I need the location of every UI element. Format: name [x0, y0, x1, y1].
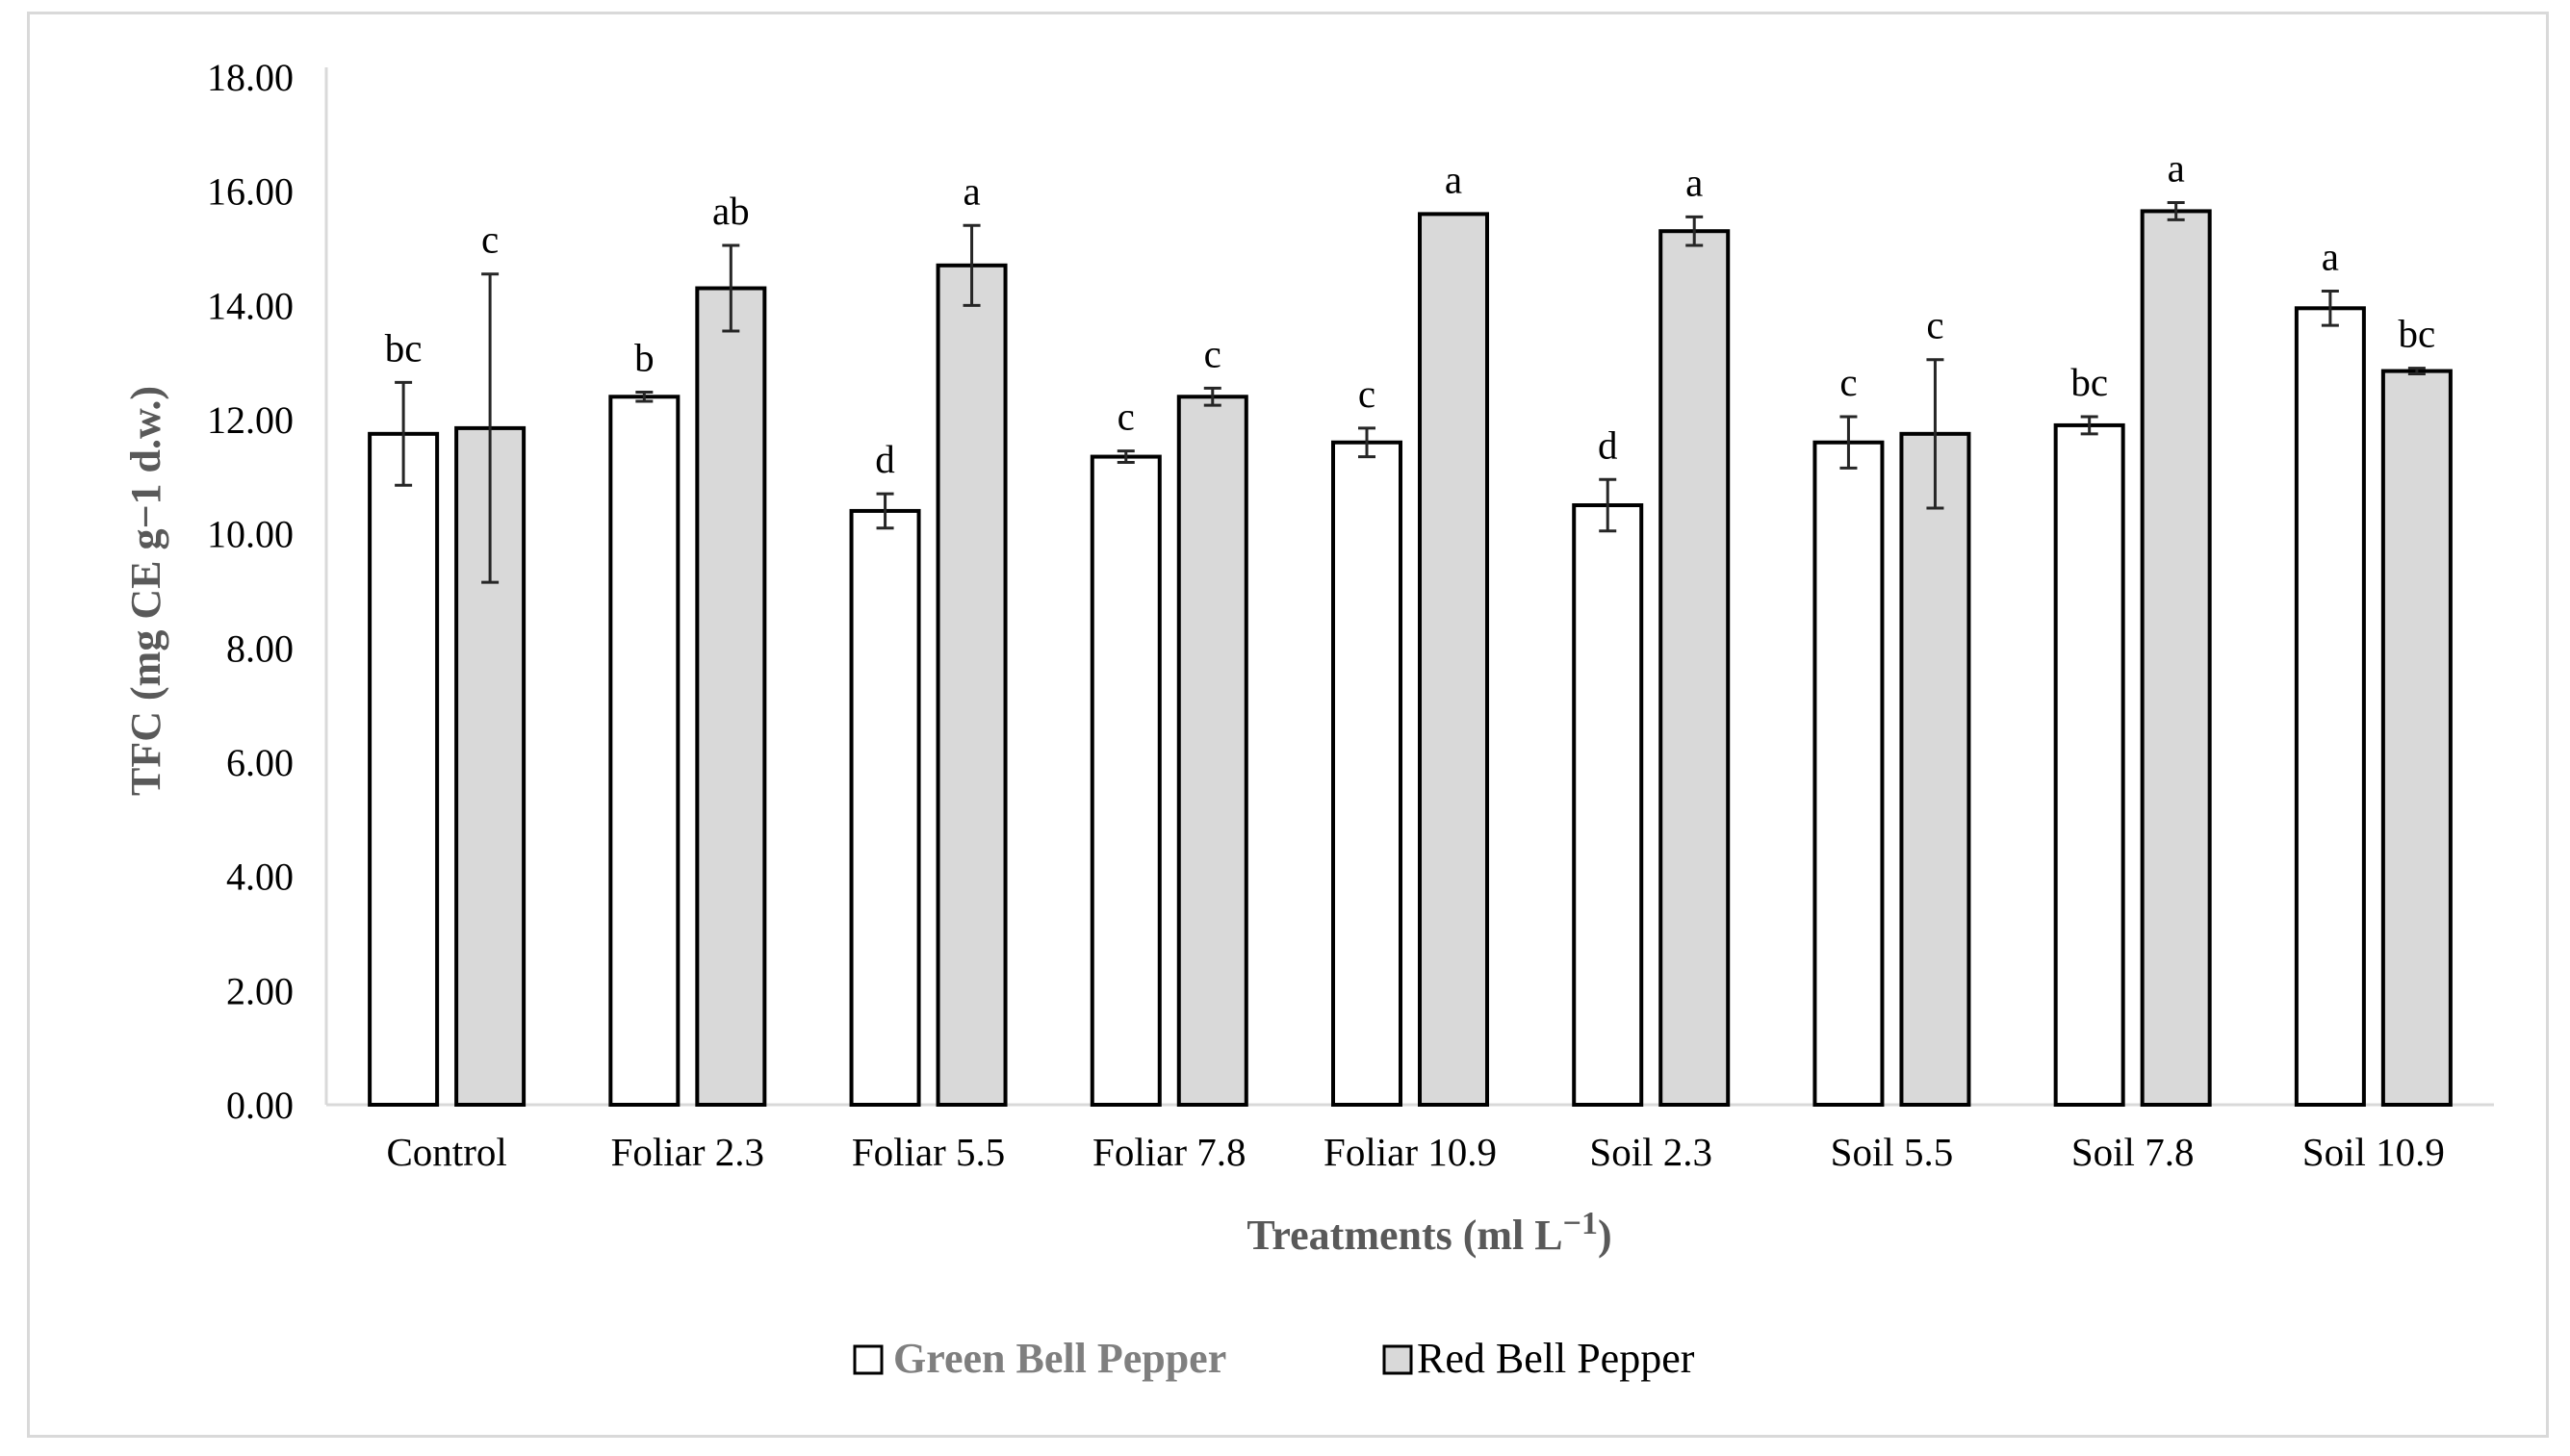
significance-label: c [1358, 371, 1375, 416]
y-tick-label: 18.00 [207, 56, 294, 99]
legend-swatch-green [853, 1344, 884, 1375]
y-tick-label: 0.00 [226, 1084, 294, 1127]
legend: Green Bell Pepper Red Bell Pepper [853, 1335, 1695, 1382]
x-tick-label: Foliar 2.3 [611, 1130, 764, 1174]
bar-red [2140, 209, 2212, 1107]
significance-label: c [1204, 331, 1221, 375]
significance-label: c [1118, 395, 1135, 439]
y-tick-label: 16.00 [207, 170, 294, 214]
y-tick-label: 2.00 [226, 969, 294, 1012]
x-tick-label: Foliar 5.5 [852, 1130, 1005, 1174]
significance-label: d [875, 437, 895, 481]
significance-label: a [963, 168, 980, 213]
y-axis-title: TFC (mg CE g−1 d.w.) [122, 386, 169, 796]
x-tick-label: Soil 2.3 [1589, 1130, 1712, 1174]
bar-red [936, 263, 1008, 1107]
x-tick-label: Soil 10.9 [2302, 1130, 2445, 1174]
bar-chart: 0.00 2.00 4.00 6.00 8.00 10.00 12.00 14.00 16.00… [122, 56, 2494, 1382]
bar-red [1658, 229, 1731, 1107]
y-tick-label: 10.00 [207, 513, 294, 556]
bar-red [1418, 212, 1489, 1107]
y-tick-label: 12.00 [207, 398, 294, 442]
significance-label: d [1598, 422, 1618, 467]
bar-green [1812, 440, 1885, 1107]
x-axis-title: Treatments (ml L−1) [1246, 1206, 1611, 1259]
significance-label: a [1445, 157, 1462, 201]
significance-label: b [634, 336, 655, 380]
x-tick-label: Foliar 7.8 [1092, 1130, 1246, 1174]
x-axis-title-superscript: −1 [1563, 1206, 1598, 1241]
significance-label: ab [712, 189, 750, 233]
bar-green [1572, 503, 1644, 1107]
legend-swatch-red [1382, 1344, 1413, 1375]
x-axis-tick-labels: Control Foliar 2.3 Foliar 5.5 Foliar 7.8 Fol… [386, 1130, 2444, 1174]
y-tick-label: 8.00 [226, 626, 294, 670]
legend-label-red: Red Bell Pepper [1417, 1335, 1695, 1382]
significance-label: a [2168, 146, 2185, 191]
significance-label: bc [2070, 360, 2108, 404]
y-axis-tick-labels: 0.00 2.00 4.00 6.00 8.00 10.00 12.00 14.00 16.00… [207, 56, 294, 1127]
figure-frame: 0.00 2.00 4.00 6.00 8.00 10.00 12.00 14.00 16.00… [27, 12, 2549, 1438]
significance-label: c [1839, 360, 1857, 404]
bar-green [608, 395, 681, 1107]
bar-green [368, 431, 440, 1108]
bar-red [1176, 395, 1248, 1107]
x-axis-title-main: Treatments (ml L [1246, 1212, 1562, 1259]
legend-label-green: Green Bell Pepper [893, 1335, 1226, 1382]
bar-green [2053, 422, 2125, 1107]
bar-red [1899, 431, 1971, 1108]
bar-red [2380, 369, 2453, 1108]
x-axis-title-end: ) [1598, 1212, 1612, 1259]
bar-green [849, 508, 921, 1107]
x-tick-label: Control [386, 1130, 506, 1174]
bar-red [695, 286, 767, 1107]
y-tick-label: 14.00 [207, 284, 294, 327]
bars-group: bc c b ab d a c c c a d a c c bc a a bc [368, 146, 2453, 1108]
significance-label: c [481, 217, 499, 262]
bar-green [2294, 306, 2366, 1107]
significance-label: c [1926, 303, 1943, 347]
y-tick-label: 6.00 [226, 741, 294, 784]
significance-label: a [2322, 235, 2339, 279]
y-tick-label: 4.00 [226, 856, 294, 899]
significance-label: a [1685, 160, 1703, 204]
x-tick-label: Soil 7.8 [2071, 1130, 2195, 1174]
bar-green [1331, 440, 1402, 1107]
significance-label: bc [2399, 312, 2436, 356]
x-tick-label: Foliar 10.9 [1324, 1130, 1497, 1174]
bar-green [1090, 454, 1162, 1108]
x-tick-label: Soil 5.5 [1831, 1130, 1954, 1174]
significance-label: bc [385, 325, 423, 370]
